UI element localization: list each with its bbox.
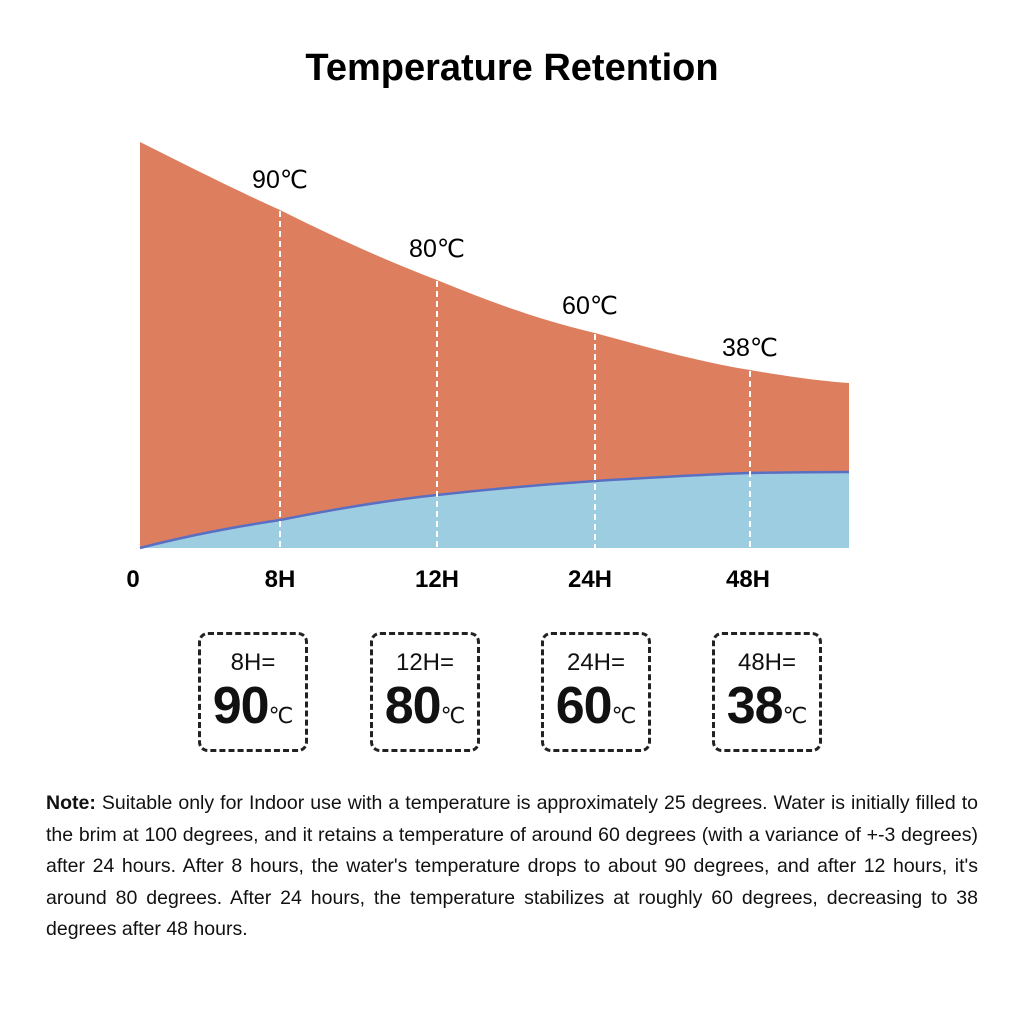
time-label: 48H <box>726 566 770 593</box>
box-value: 90 <box>212 677 270 735</box>
dividers <box>279 211 751 548</box>
time-label: 12H <box>415 566 459 593</box>
box-label: 12H= <box>395 649 455 676</box>
time-label: 0 <box>126 566 139 593</box>
note: Note: Suitable only for Indoor use with … <box>46 788 978 946</box>
box-unit: ℃ <box>268 703 294 728</box>
box-label: 8H= <box>230 649 276 676</box>
box-unit: ℃ <box>611 703 637 728</box>
box-label: 48H= <box>737 649 797 676</box>
temp-label: 38℃ <box>722 334 778 362</box>
note-label: Note: <box>46 792 96 814</box>
result-box: 24H= 60℃ <box>541 632 651 752</box>
note-text: Suitable only for Indoor use with a temp… <box>46 792 978 940</box>
box-value: 60 <box>555 677 613 735</box>
box-value: 38 <box>726 677 784 735</box>
result-box: 8H= 90℃ <box>198 632 308 752</box>
hot-area <box>140 142 849 548</box>
result-box: 12H= 80℃ <box>370 632 480 752</box>
infographic: Temperature Retention 90℃ 80℃ 60℃ 38℃ 0 … <box>126 47 850 593</box>
box-label: 24H= <box>566 649 626 676</box>
temp-label: 60℃ <box>562 292 618 320</box>
title: Temperature Retention <box>305 47 718 89</box>
result-box: 48H= 38℃ <box>712 632 822 752</box>
temp-label: 80℃ <box>409 235 465 263</box>
box-unit: ℃ <box>440 703 466 728</box>
time-label: 8H <box>265 566 296 593</box>
box-unit: ℃ <box>782 703 808 728</box>
box-value: 80 <box>384 677 442 735</box>
time-label: 24H <box>568 566 612 593</box>
cool-area <box>140 472 849 548</box>
temp-label: 90℃ <box>252 166 308 194</box>
